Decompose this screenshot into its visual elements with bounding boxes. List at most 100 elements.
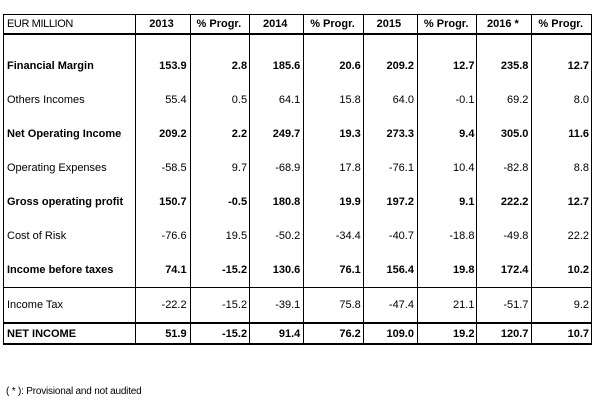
progress-cell: 19.5 [189, 219, 251, 253]
progress-cell: 76.2 [303, 322, 364, 345]
value-cell: 172.4 [476, 253, 532, 288]
value-cell: 69.2 [476, 83, 532, 117]
spacer-cell [2, 34, 136, 49]
spacer-cell [249, 34, 304, 49]
row-label: Income Tax [2, 287, 136, 323]
value-cell: 197.2 [362, 185, 418, 219]
progress-cell: 19.8 [416, 253, 478, 288]
value-cell: -76.1 [362, 151, 418, 185]
progress-cell: 20.6 [303, 49, 364, 83]
table-row: Income before taxes 74.1 -15.2 130.6 76.1 156… [2, 253, 592, 288]
column-header: % Progr. [531, 14, 592, 35]
progress-cell: 0.5 [189, 83, 251, 117]
value-cell: 185.6 [249, 49, 304, 83]
progress-cell: 2.2 [189, 117, 251, 151]
value-cell: -76.6 [135, 219, 191, 253]
value-cell: -49.8 [476, 219, 532, 253]
progress-cell: 9.2 [531, 287, 592, 323]
progress-cell: 9.1 [416, 185, 478, 219]
table-row: Cost of Risk -76.6 19.5 -50.2 -34.4 -40.7 -18.… [2, 219, 592, 253]
value-cell: 180.8 [249, 185, 304, 219]
table-body: EUR MILLION 2013% Progr. 2014% Progr. 2015%… [2, 14, 592, 345]
progress-cell: 10.4 [416, 151, 478, 185]
column-header: 2015 [362, 14, 418, 35]
spacer-cell [416, 34, 478, 49]
column-header: % Progr. [189, 14, 251, 35]
progress-cell: -15.2 [189, 322, 251, 345]
value-cell: -51.7 [476, 287, 532, 323]
spacer-cell [303, 34, 364, 49]
row-label: Others Incomes [2, 83, 136, 117]
progress-cell: 12.7 [531, 49, 592, 83]
column-header: % Progr. [416, 14, 478, 35]
row-label: Net Operating Income [2, 117, 136, 151]
row-label: Cost of Risk [2, 219, 136, 253]
spacer-cell [362, 34, 418, 49]
spacer-row [2, 34, 592, 49]
table-row: Net Operating Income 209.2 2.2 249.7 19.3 273… [2, 117, 592, 151]
spacer-cell [135, 34, 191, 49]
value-cell: 235.8 [476, 49, 532, 83]
progress-cell: 12.7 [416, 49, 478, 83]
value-cell: -50.2 [249, 219, 304, 253]
progress-cell: -18.8 [416, 219, 478, 253]
column-header: % Progr. [303, 14, 364, 35]
table-row: NET INCOME 51.9 -15.2 91.4 76.2 109.0 19.2 120.… [2, 322, 592, 345]
progress-cell: 76.1 [303, 253, 364, 288]
value-cell: -40.7 [362, 219, 418, 253]
progress-cell: 17.8 [303, 151, 364, 185]
progress-cell: 8.0 [531, 83, 592, 117]
value-cell: 305.0 [476, 117, 532, 151]
table-row: Operating Expenses -58.5 9.7 -68.9 17.8 -76.1… [2, 151, 592, 185]
table-row: Gross operating profit 150.7 -0.5 180.8 19.9… [2, 185, 592, 219]
header-row: EUR MILLION 2013% Progr. 2014% Progr. 2015%… [2, 14, 592, 35]
value-cell: 74.1 [135, 253, 191, 288]
financial-table: EUR MILLION 2013% Progr. 2014% Progr. 2015%… [2, 14, 592, 345]
progress-cell: 10.7 [531, 322, 592, 345]
column-header: 2014 [249, 14, 304, 35]
value-cell: -68.9 [249, 151, 304, 185]
progress-cell: 19.9 [303, 185, 364, 219]
progress-cell: 15.8 [303, 83, 364, 117]
table-row: Income Tax -22.2 -15.2 -39.1 75.8 -47.4 21.1 -5… [2, 287, 592, 323]
value-cell: 153.9 [135, 49, 191, 83]
row-label: Financial Margin [2, 49, 136, 83]
row-label: NET INCOME [2, 322, 136, 345]
value-cell: 130.6 [249, 253, 304, 288]
progress-cell: 9.7 [189, 151, 251, 185]
progress-cell: -0.1 [416, 83, 478, 117]
column-header: 2016 * [476, 14, 532, 35]
value-cell: 64.0 [362, 83, 418, 117]
value-cell: 273.3 [362, 117, 418, 151]
progress-cell: 12.7 [531, 185, 592, 219]
value-cell: 209.2 [135, 117, 191, 151]
table-row: Others Incomes 55.4 0.5 64.1 15.8 64.0 -0.1 69.… [2, 83, 592, 117]
row-label: Gross operating profit [2, 185, 136, 219]
value-cell: 120.7 [476, 322, 532, 345]
value-cell: 64.1 [249, 83, 304, 117]
value-cell: -22.2 [135, 287, 191, 323]
value-cell: 55.4 [135, 83, 191, 117]
row-label: Income before taxes [2, 253, 136, 288]
value-cell: 150.7 [135, 185, 191, 219]
spacer-cell [189, 34, 251, 49]
spacer-cell [476, 34, 532, 49]
value-cell: 222.2 [476, 185, 532, 219]
value-cell: -47.4 [362, 287, 418, 323]
table-row: Financial Margin 153.9 2.8 185.6 20.6 209.2 12… [2, 49, 592, 83]
progress-cell: 2.8 [189, 49, 251, 83]
value-cell: -82.8 [476, 151, 532, 185]
progress-cell: 19.3 [303, 117, 364, 151]
progress-cell: -34.4 [303, 219, 364, 253]
progress-cell: -15.2 [189, 253, 251, 288]
corner-label: EUR MILLION [2, 14, 136, 35]
footnote: ( * ): Provisional and not audited [6, 386, 142, 397]
progress-cell: 11.6 [531, 117, 592, 151]
column-header: 2013 [135, 14, 191, 35]
progress-cell: 22.2 [531, 219, 592, 253]
progress-cell: 8.8 [531, 151, 592, 185]
value-cell: 156.4 [362, 253, 418, 288]
value-cell: 91.4 [249, 322, 304, 345]
value-cell: -58.5 [135, 151, 191, 185]
value-cell: 209.2 [362, 49, 418, 83]
